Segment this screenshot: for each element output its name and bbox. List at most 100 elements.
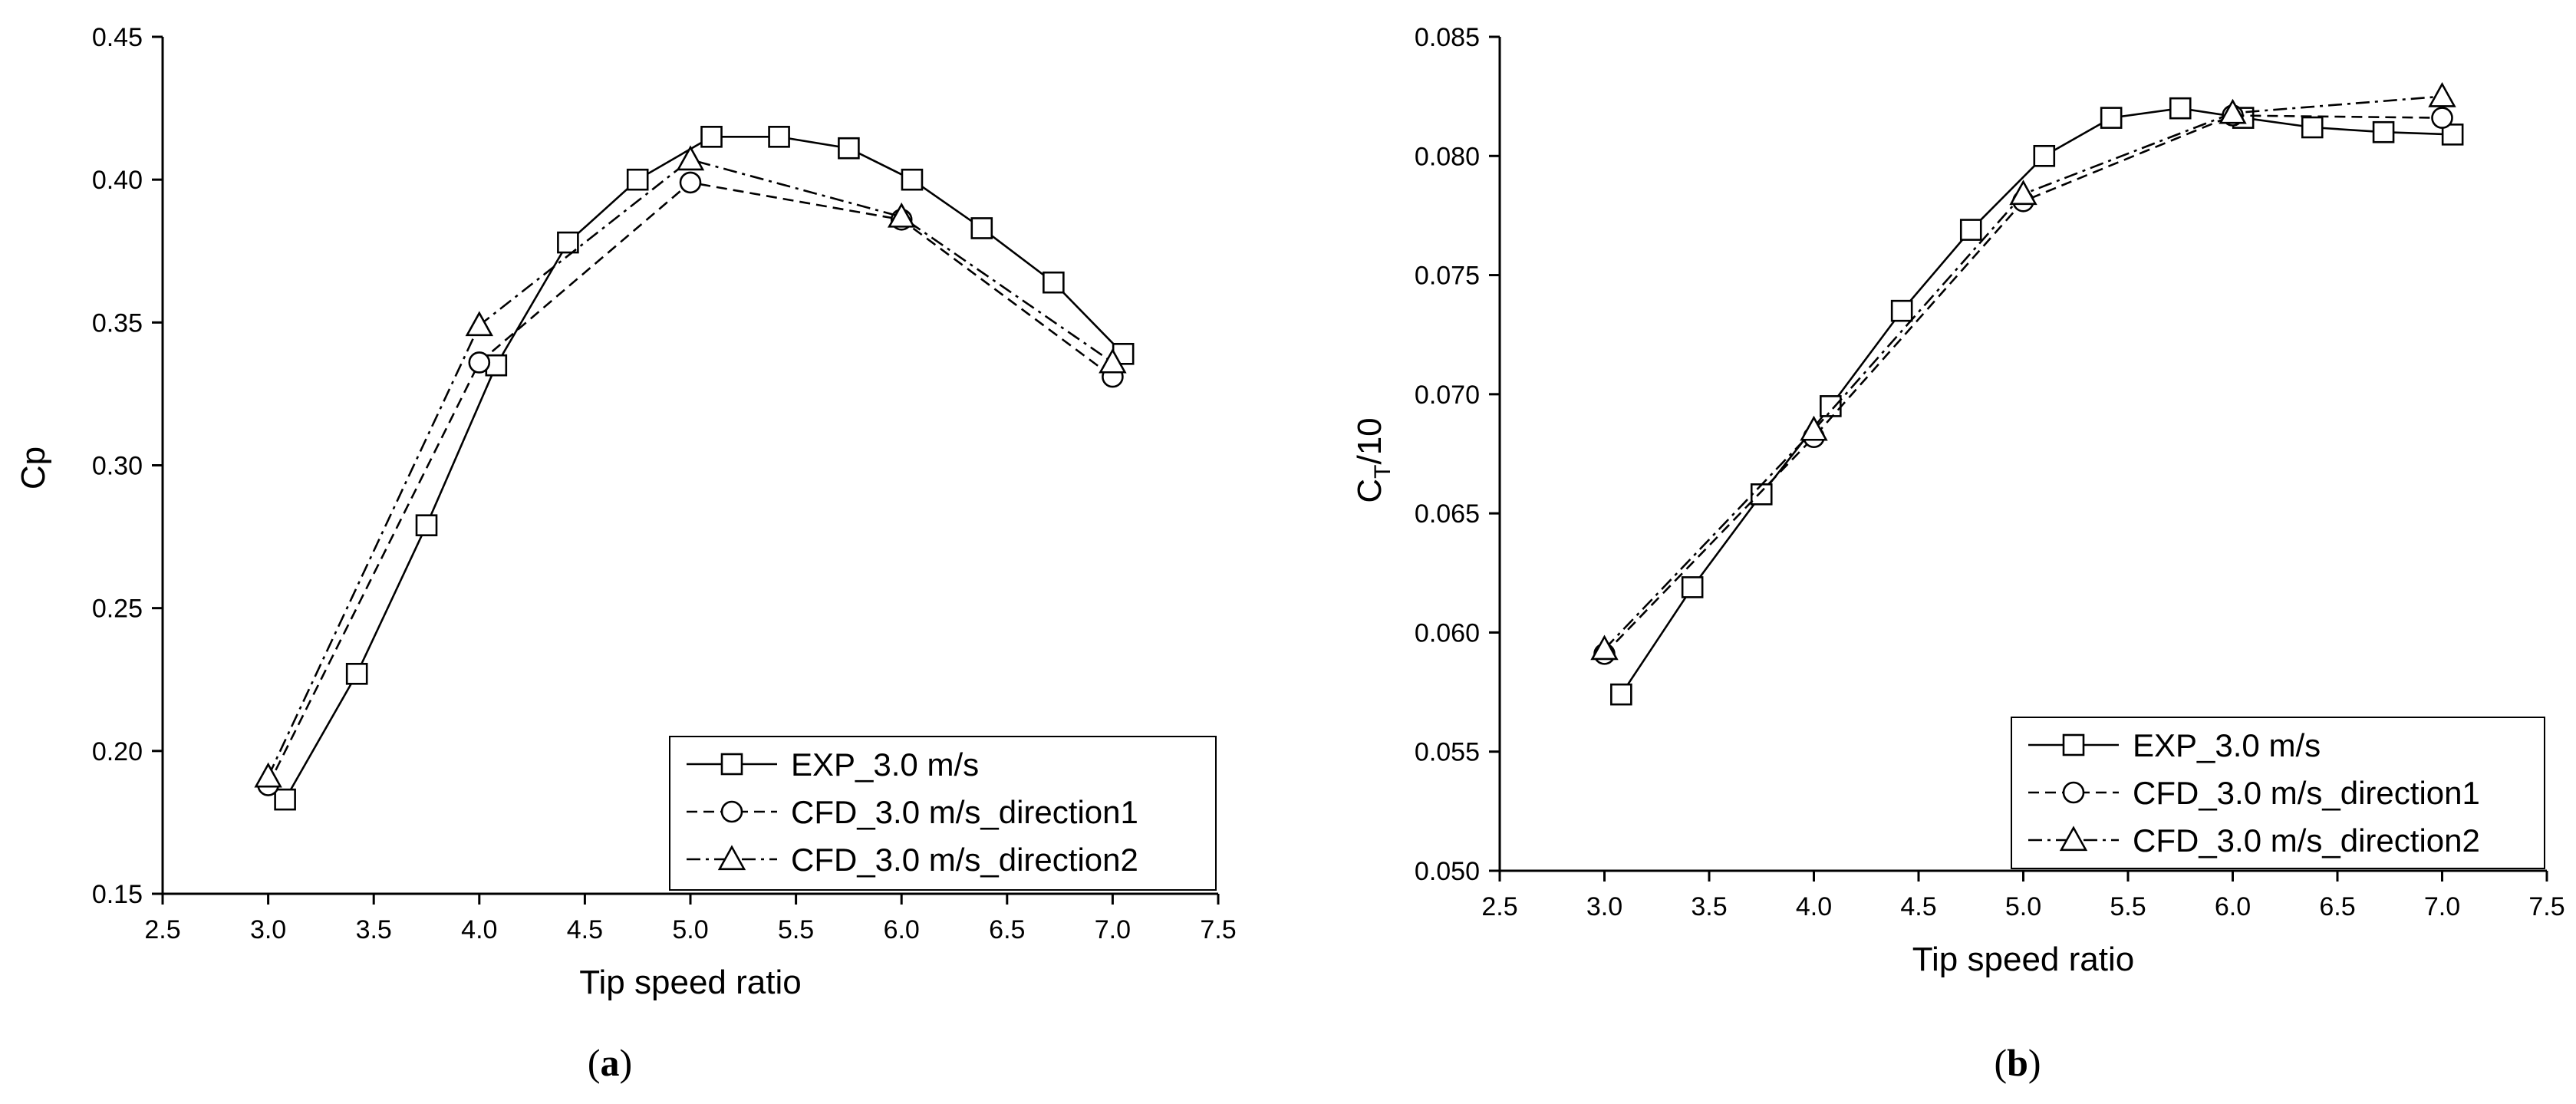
legend-entry-label: CFD_3.0 m/s_direction1 (2133, 775, 2480, 811)
data-point-triangle (2009, 180, 2037, 206)
series-line (267, 158, 1114, 777)
y-tick-label: 0.20 (92, 737, 143, 766)
panel-label-open-paren: ( (588, 1041, 601, 1084)
panel-label-letter: a (601, 1041, 620, 1084)
x-tick-label: 6.5 (2319, 892, 2355, 921)
data-point-triangle (465, 311, 494, 337)
data-point-square (838, 137, 860, 160)
data-point-circle (2431, 107, 2453, 129)
data-point-square (1959, 219, 1982, 241)
data-point-square (2033, 144, 2056, 167)
panel-label: (b) (1994, 1041, 2041, 1084)
y-tick-label: 0.075 (1415, 262, 1480, 291)
data-point-triangle (2219, 98, 2247, 124)
data-point-square (274, 788, 296, 811)
series-square (1610, 97, 2464, 706)
data-point-square (557, 231, 579, 254)
series-square (274, 126, 1135, 811)
legend-marker-square (720, 753, 743, 776)
legend-entry-label: EXP_3.0 m/s (2133, 727, 2321, 763)
x-tick-label: 4.0 (1796, 892, 1832, 921)
legend-box (669, 736, 1217, 891)
data-point-triangle (1590, 634, 1619, 661)
x-tick-label: 4.5 (1900, 892, 1936, 921)
series-line (1603, 95, 2443, 651)
x-tick-label: 5.5 (2110, 892, 2146, 921)
y-tick-label: 0.35 (92, 308, 143, 338)
x-tick-label: 7.0 (2424, 892, 2460, 921)
x-tick-label: 3.0 (1586, 892, 1622, 921)
x-tick-label: 6.0 (2215, 892, 2251, 921)
x-tick-label: 3.5 (356, 915, 392, 944)
data-point-square (1681, 576, 1704, 598)
x-tick-label: 7.5 (1200, 915, 1236, 944)
panel-label-open-paren: ( (1994, 1041, 2007, 1084)
data-point-square (1890, 299, 1913, 322)
series-line (267, 181, 1114, 786)
y-tick-label: 0.25 (92, 595, 143, 624)
panel-label: (a) (588, 1041, 632, 1084)
y-axis-title-main: Cp (15, 447, 52, 489)
data-point-circle (679, 171, 702, 194)
data-point-square (415, 514, 438, 536)
data-point-square (345, 663, 368, 685)
panel-label-close-paren: ) (2028, 1041, 2041, 1084)
x-tick-label: 4.0 (461, 915, 497, 944)
y-tick-label: 0.085 (1415, 23, 1480, 52)
data-point-square (1610, 683, 1632, 706)
data-point-triangle (1800, 415, 1828, 441)
x-tick-label: 3.5 (1691, 892, 1727, 921)
chart-panel-b: 2.5 3.0 3.5 4.0 4.5 5.0 5.5 6.0 6.5 7.0 7.5 0.050 0.… (1351, 23, 2565, 1084)
x-tick-label: 7.0 (1095, 915, 1131, 944)
x-tick-label: 6.5 (989, 915, 1025, 944)
x-tick-label: 7.5 (2528, 892, 2564, 921)
legend-marker-square (2062, 733, 2085, 756)
y-tick-label: 0.45 (92, 23, 143, 52)
y-axis-title: Cp (15, 447, 52, 489)
y-axis-title-suffix: /10 (1351, 417, 1388, 464)
x-tick-label: 3.0 (250, 915, 286, 944)
data-point-triangle (887, 202, 916, 228)
series-triangle (254, 145, 1127, 788)
data-point-triangle (2428, 81, 2456, 107)
data-point-square (1820, 395, 1842, 417)
data-point-circle (468, 351, 491, 374)
legend-entry-label: CFD_3.0 m/s_direction2 (791, 842, 1138, 878)
legend-entry-label: CFD_3.0 m/s_direction1 (791, 794, 1138, 830)
y-tick-label: 0.050 (1415, 857, 1480, 886)
legend-marker-circle (2062, 781, 2085, 804)
data-point-square (2169, 97, 2192, 120)
data-point-square (901, 168, 924, 191)
legend: EXP_3.0 m/s CFD_3.0 m/s_direction1 CFD_3.0… (2011, 717, 2545, 869)
series-line (284, 136, 1125, 800)
y-tick-label: 0.40 (92, 166, 143, 195)
chart-panel-a: 2.5 3.0 3.5 4.0 4.5 5.0 5.5 6.0 6.5 7.0 7.5 0.15 0.2… (15, 23, 1237, 1084)
y-axis-title-subscript: T (1370, 465, 1395, 479)
legend-marker-triangle (2059, 826, 2088, 852)
data-point-square (768, 126, 790, 148)
x-tick-label: 6.0 (884, 915, 920, 944)
x-tick-label: 5.5 (778, 915, 814, 944)
y-tick-label: 0.055 (1415, 738, 1480, 767)
y-tick-label: 0.080 (1415, 142, 1480, 171)
data-point-square (1043, 271, 1065, 294)
y-tick-label: 0.060 (1415, 618, 1480, 648)
x-tick-label: 2.5 (1481, 892, 1517, 921)
data-point-square (700, 126, 723, 148)
x-axis-title: Tip speed ratio (1912, 941, 2134, 978)
x-axis-title: Tip speed ratio (579, 964, 801, 1001)
data-point-square (2301, 116, 2324, 139)
y-tick-label: 0.070 (1415, 381, 1480, 410)
x-tick-label: 5.0 (672, 915, 708, 944)
y-axis-title-main: C (1351, 479, 1388, 503)
legend-marker-circle (720, 800, 743, 823)
data-point-triangle (1099, 348, 1127, 374)
panel-label-close-paren: ) (620, 1041, 633, 1084)
x-tick-label: 5.0 (2005, 892, 2041, 921)
y-tick-label: 0.30 (92, 452, 143, 481)
legend-entry-label: CFD_3.0 m/s_direction2 (2133, 822, 2480, 858)
data-point-triangle (676, 145, 705, 171)
x-tick-label: 2.5 (144, 915, 180, 944)
y-axis-title: CT/10 (1351, 417, 1395, 503)
